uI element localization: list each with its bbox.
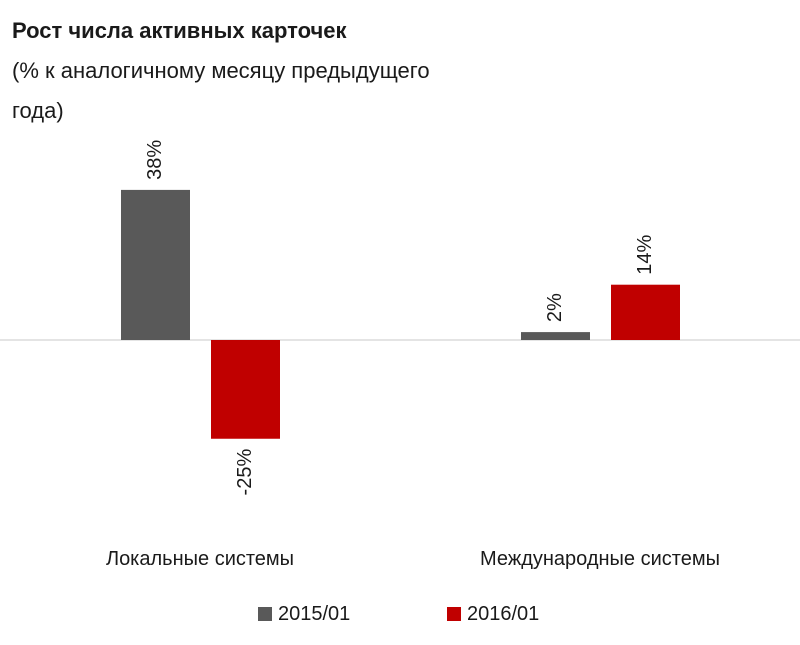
bar-2015-01 [121,189,190,340]
data-label: 14% [634,234,656,274]
chart-subtitle-line-1: (% к аналогичному месяцу предыдущего [12,58,430,83]
chart-title: Рост числа активных карточек [12,18,347,43]
legend-swatch [258,607,272,621]
legend-label: 2015/01 [278,603,350,625]
data-label: 2% [544,293,566,322]
data-label: 38% [144,140,166,180]
bar-2015-01 [521,332,590,340]
bar-2016-01 [211,340,280,439]
data-label: -25% [234,449,256,496]
category-label: Международные системы [480,548,720,570]
legend-label: 2016/01 [467,603,539,625]
chart-subtitle-line-2: года) [12,98,64,123]
category-label: Локальные системы [106,548,294,570]
legend-swatch [447,607,461,621]
bar-2016-01 [611,284,680,340]
